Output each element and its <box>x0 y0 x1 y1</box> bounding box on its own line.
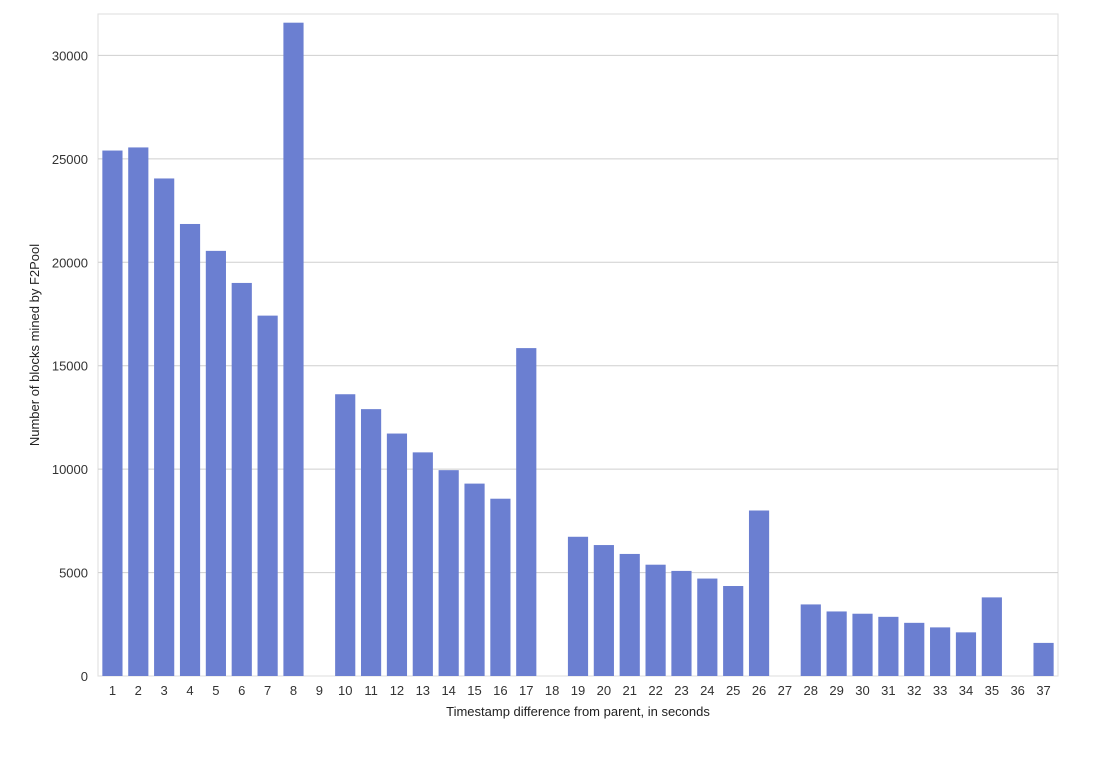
x-tick-label: 18 <box>545 683 559 698</box>
x-tick-label: 10 <box>338 683 352 698</box>
x-tick-label: 29 <box>829 683 843 698</box>
y-tick-label: 0 <box>81 669 88 684</box>
y-tick-labels: 0 5000 10000 15000 20000 25000 30000 <box>52 48 88 684</box>
y-tick-label: 5000 <box>59 566 88 581</box>
x-tick-label: 20 <box>597 683 611 698</box>
x-tick-label: 16 <box>493 683 507 698</box>
x-tick-label: 24 <box>700 683 714 698</box>
y-tick-label: 20000 <box>52 255 88 270</box>
bar-13 <box>412 452 433 676</box>
x-tick-label: 8 <box>290 683 297 698</box>
y-tick-label: 15000 <box>52 359 88 374</box>
bars <box>102 22 1054 677</box>
x-tick-label: 27 <box>778 683 792 698</box>
x-tick-label: 19 <box>571 683 585 698</box>
bar-34 <box>955 632 977 676</box>
bar-15 <box>464 483 485 676</box>
x-tick-labels: 1 2 3 4 5 6 7 8 9 10 11 12 13 14 15 16 17 18 19 20 21 22 23 24 2… <box>109 683 1051 698</box>
bar-31 <box>878 616 899 676</box>
x-tick-label: 3 <box>161 683 168 698</box>
bar-1 <box>102 150 123 677</box>
bar-35 <box>981 597 1002 676</box>
bar-32 <box>904 622 925 676</box>
bar-20 <box>593 545 614 676</box>
bar-21 <box>619 553 640 676</box>
x-tick-label: 30 <box>855 683 869 698</box>
bar-24 <box>697 578 718 676</box>
x-tick-label: 11 <box>364 683 378 698</box>
bar-22 <box>645 564 666 676</box>
x-tick-label: 25 <box>726 683 740 698</box>
bar-8 <box>283 22 304 677</box>
x-tick-label: 7 <box>264 683 271 698</box>
bar-14 <box>438 470 459 676</box>
x-tick-label: 37 <box>1036 683 1050 698</box>
x-tick-label: 12 <box>390 683 404 698</box>
bar-26 <box>748 510 770 676</box>
y-tick-label: 30000 <box>52 48 88 63</box>
bar-19 <box>567 536 589 676</box>
bar-23 <box>671 570 692 676</box>
y-axis-title: Number of blocks mined by F2Pool <box>27 244 42 446</box>
x-tick-label: 9 <box>316 683 323 698</box>
bar-7 <box>257 315 278 676</box>
bar-37 <box>1033 642 1054 676</box>
bar-17 <box>516 348 537 676</box>
x-tick-label: 34 <box>959 683 973 698</box>
x-tick-label: 28 <box>804 683 818 698</box>
bar-16 <box>490 498 511 676</box>
x-tick-label: 5 <box>212 683 219 698</box>
x-tick-label: 35 <box>985 683 999 698</box>
bar-30 <box>852 613 873 676</box>
x-tick-label: 22 <box>648 683 662 698</box>
x-tick-label: 23 <box>674 683 688 698</box>
x-tick-label: 15 <box>467 683 481 698</box>
x-tick-label: 33 <box>933 683 947 698</box>
bar-29 <box>826 611 847 676</box>
x-tick-label: 21 <box>622 683 636 698</box>
x-tick-label: 17 <box>519 683 533 698</box>
bar-25 <box>723 586 744 676</box>
bar-12 <box>386 433 408 676</box>
x-tick-label: 2 <box>135 683 142 698</box>
x-tick-label: 13 <box>416 683 430 698</box>
y-tick-label: 25000 <box>52 152 88 167</box>
bar-4 <box>179 223 201 676</box>
x-tick-label: 6 <box>238 683 245 698</box>
x-tick-label: 32 <box>907 683 921 698</box>
bar-5 <box>205 250 226 676</box>
y-tick-label: 10000 <box>52 462 88 477</box>
x-tick-label: 4 <box>186 683 193 698</box>
bar-11 <box>360 409 382 676</box>
bar-28 <box>800 604 821 676</box>
x-tick-label: 36 <box>1010 683 1024 698</box>
x-tick-label: 1 <box>109 683 116 698</box>
bar-10 <box>335 394 356 676</box>
x-axis-title: Timestamp difference from parent, in sec… <box>446 704 710 719</box>
bar-3 <box>154 178 175 676</box>
x-tick-label: 26 <box>752 683 766 698</box>
bar-6 <box>231 282 252 676</box>
x-tick-label: 31 <box>881 683 895 698</box>
bar-33 <box>930 627 951 676</box>
x-tick-label: 14 <box>441 683 455 698</box>
bar-2 <box>128 147 149 676</box>
